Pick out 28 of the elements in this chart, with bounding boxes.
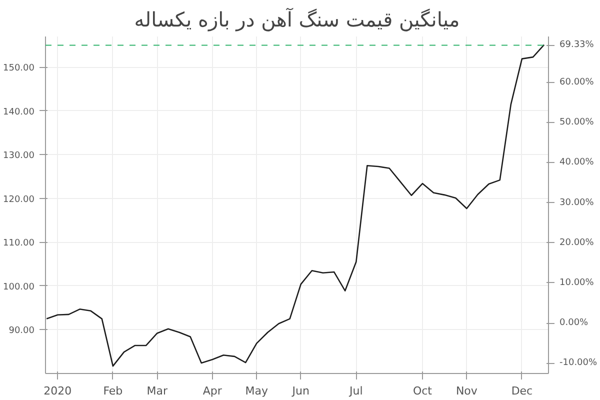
line-series [46,44,545,367]
x-tick-label: Apr [202,384,222,398]
y2-tick-label: 60.00% [560,78,594,88]
y-tick-label: 150.00 [3,64,35,74]
x-tick-label: Jul [348,384,363,398]
y2-tick-label: 40.00% [560,158,594,168]
x-tick-label: Nov [456,384,478,398]
chart-title: میانگین قیمت سنگ آهن در بازه یکساله [134,8,460,32]
y-tick-label: 120.00 [3,194,35,205]
y2-tick-label: 30.00% [560,198,594,208]
x-tick-label: Feb [103,384,123,398]
y2-tick-label: 10.00% [560,278,594,288]
x-tick-label: 2020 [44,384,72,398]
y2-tick-label: -10.00% [560,358,598,368]
x-tick-label: Mar [146,384,168,398]
x-tick-label: Oct [412,384,433,398]
y-tick-label: 110.00 [3,238,35,249]
y-tick-label: 100.00 [3,282,35,292]
y-tick-label: 140.00 [3,107,35,118]
x-tick-label: Dec [511,384,533,398]
y2-tick-label: 20.00% [560,238,594,248]
ref-line-label: 69.33% [560,40,594,50]
x-tick-label: Jun [291,384,310,398]
x-tick-label: May [245,384,269,398]
y2-tick-label: 0.00% [560,318,589,328]
y2-tick-label: 50.00% [560,118,594,128]
y-tick-label: 90.00 [8,326,35,336]
y-tick-label: 130.00 [3,151,35,162]
